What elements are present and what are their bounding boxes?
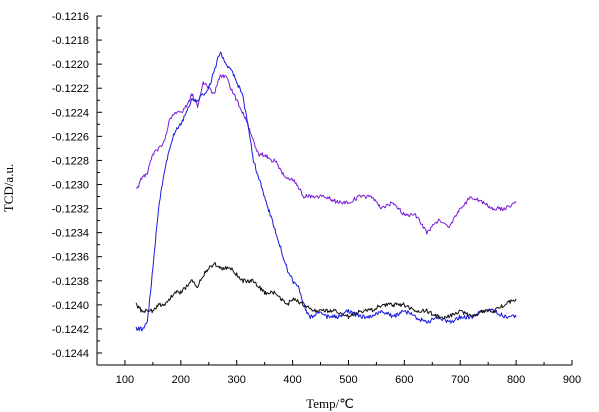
y-tick-label: -0.1222	[52, 83, 89, 95]
x-tick-label: 400	[283, 374, 301, 386]
x-tick-label: 700	[451, 374, 469, 386]
y-tick-label: -0.1224	[52, 107, 89, 119]
y-tick-label: -0.1238	[52, 276, 89, 288]
x-tick-label: 600	[395, 374, 413, 386]
y-tick-label: -0.1230	[52, 179, 89, 191]
series-line-2	[135, 51, 517, 332]
y-tick-label: -0.1216	[52, 11, 89, 23]
y-tick-label: -0.1232	[52, 204, 89, 216]
y-tick-label: -0.1236	[52, 252, 89, 264]
x-axis-title: Temp/℃	[306, 396, 354, 411]
x-tick-label: 200	[172, 374, 190, 386]
y-tick-label: -0.1242	[52, 324, 89, 336]
x-tick-label: 500	[339, 374, 357, 386]
x-tick-label: 800	[507, 374, 525, 386]
x-tick-label: 300	[228, 374, 246, 386]
y-tick-label: -0.1244	[52, 348, 89, 360]
y-tick-label: -0.1220	[52, 59, 89, 71]
y-tick-label: -0.1228	[52, 155, 89, 167]
y-axis-title: TCD/a.u.	[1, 164, 16, 212]
y-tick-label: -0.1226	[52, 131, 89, 143]
tick-marks	[96, 15, 573, 365]
axes	[96, 16, 572, 366]
plot-lines	[135, 51, 517, 332]
series-line-1	[135, 74, 517, 235]
series-line-3	[135, 262, 517, 320]
x-tick-label: 100	[116, 374, 134, 386]
y-tick-label: -0.1240	[52, 300, 89, 312]
x-tick-label: 900	[563, 374, 581, 386]
y-tick-label: -0.1218	[52, 35, 89, 47]
tick-labels: -0.1216 -0.1218 -0.1220 -0.1222 -0.1224 -0.12…	[52, 11, 581, 386]
y-tick-label: -0.1234	[52, 228, 89, 240]
